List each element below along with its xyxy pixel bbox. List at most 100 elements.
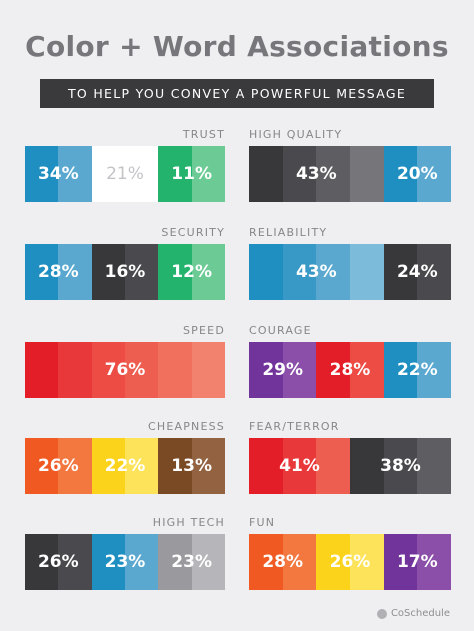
color-segment: [417, 342, 451, 398]
color-segment: [124, 438, 159, 494]
color-segment: [158, 342, 192, 398]
percent-label-reliability: 24%: [396, 262, 438, 282]
color-segment: [249, 146, 283, 202]
percent-label-fear-terror: 41%: [279, 456, 320, 476]
color-segment: [91, 438, 125, 494]
color-segment: [417, 244, 451, 300]
color-segment: [383, 438, 418, 494]
color-segment: [316, 438, 351, 494]
color-segment: [417, 438, 451, 494]
color-segment: [191, 342, 225, 398]
color-segment: [25, 438, 59, 494]
color-bar-trust: [25, 146, 225, 202]
color-segment: [124, 146, 159, 202]
percent-label-courage: 29%: [262, 360, 304, 380]
subtitle-text: TO HELP YOU CONVEY A POWERFUL MESSAGE: [67, 86, 407, 101]
color-segment: [91, 342, 125, 398]
percent-label-high-quality: 20%: [396, 164, 438, 184]
percent-label-high-tech: 23%: [171, 552, 212, 572]
color-segment: [25, 244, 59, 300]
color-segment: [282, 534, 317, 590]
color-segment: [191, 438, 225, 494]
color-segment: [58, 534, 92, 590]
color-segment: [383, 146, 418, 202]
color-segment: [58, 146, 92, 202]
color-segment: [282, 146, 317, 202]
color-segment: [316, 534, 351, 590]
color-segment: [124, 534, 159, 590]
coschedule-logo-icon: [376, 608, 387, 619]
color-segment: [58, 438, 92, 494]
color-segment: [91, 146, 125, 202]
percent-label-cheapness: 22%: [104, 456, 146, 476]
color-segment: [25, 146, 59, 202]
color-segment: [191, 146, 225, 202]
color-bar-high-quality: [249, 146, 451, 202]
color-segment: [282, 342, 317, 398]
percent-label-high-tech: 23%: [104, 552, 146, 572]
color-segment: [249, 534, 283, 590]
color-segment: [316, 244, 351, 300]
color-bar-speed: [25, 342, 225, 398]
percent-label-security: 28%: [37, 262, 79, 282]
color-segment: [58, 244, 92, 300]
subtitle-banner: TO HELP YOU CONVEY A POWERFUL MESSAGE: [40, 79, 434, 108]
chart-title-high-quality: HIGH QUALITY: [249, 128, 343, 141]
color-segment: [25, 534, 59, 590]
chart-title-courage: COURAGE: [249, 324, 312, 337]
color-segment: [316, 146, 351, 202]
color-segment: [124, 244, 159, 300]
color-segment: [383, 534, 418, 590]
percent-label-trust: 11%: [171, 164, 212, 184]
color-segment: [383, 342, 418, 398]
percent-label-fun: 28%: [262, 552, 304, 572]
color-segment: [191, 244, 225, 300]
percent-label-courage: 28%: [329, 360, 371, 380]
page-title: Color + Word Associations: [25, 30, 449, 63]
percent-label-courage: 22%: [396, 360, 438, 380]
chart-title-fun: FUN: [249, 516, 276, 529]
percent-label-cheapness: 26%: [37, 456, 79, 476]
color-segment: [158, 244, 192, 300]
chart-title-security: SECURITY: [161, 226, 225, 239]
color-segment: [282, 438, 317, 494]
color-bar-fun: [249, 534, 451, 590]
color-segment: [91, 534, 125, 590]
percent-label-fun: 26%: [329, 552, 371, 572]
percent-label-reliability: 43%: [295, 262, 337, 282]
chart-title-trust: TRUST: [182, 128, 225, 141]
color-bar-reliability: [249, 244, 451, 300]
chart-title-high-tech: HIGH TECH: [152, 516, 225, 529]
color-segment: [383, 244, 418, 300]
color-segment: [350, 342, 384, 398]
color-bar-high-tech: [25, 534, 225, 590]
color-segment: [316, 342, 351, 398]
color-segment: [249, 342, 283, 398]
color-bar-fear-terror: [249, 438, 451, 494]
chart-title-cheapness: CHEAPNESS: [147, 420, 225, 433]
color-bar-courage: [249, 342, 451, 398]
chart-title-fear-terror: FEAR/TERROR: [249, 420, 340, 433]
color-segment: [282, 244, 317, 300]
percent-label-fear-terror: 38%: [380, 456, 421, 476]
color-segment: [191, 534, 225, 590]
color-segment: [158, 438, 192, 494]
percent-label-speed: 76%: [104, 360, 146, 380]
percent-label-fun: 17%: [396, 552, 438, 572]
percent-label-trust: 34%: [37, 164, 79, 184]
color-segment: [158, 146, 192, 202]
color-segment: [350, 244, 384, 300]
color-segment: [417, 534, 451, 590]
color-segment: [249, 244, 283, 300]
color-segment: [350, 438, 384, 494]
color-segment: [25, 342, 59, 398]
percent-label-cheapness: 13%: [171, 456, 212, 476]
color-segment: [158, 534, 192, 590]
percent-label-security: 16%: [104, 262, 146, 282]
chart-title-reliability: RELIABILITY: [249, 226, 328, 239]
percent-label-high-tech: 26%: [37, 552, 79, 572]
color-segment: [417, 146, 451, 202]
percent-label-security: 12%: [171, 262, 212, 282]
color-segment: [249, 438, 283, 494]
color-bar-cheapness: [25, 438, 225, 494]
